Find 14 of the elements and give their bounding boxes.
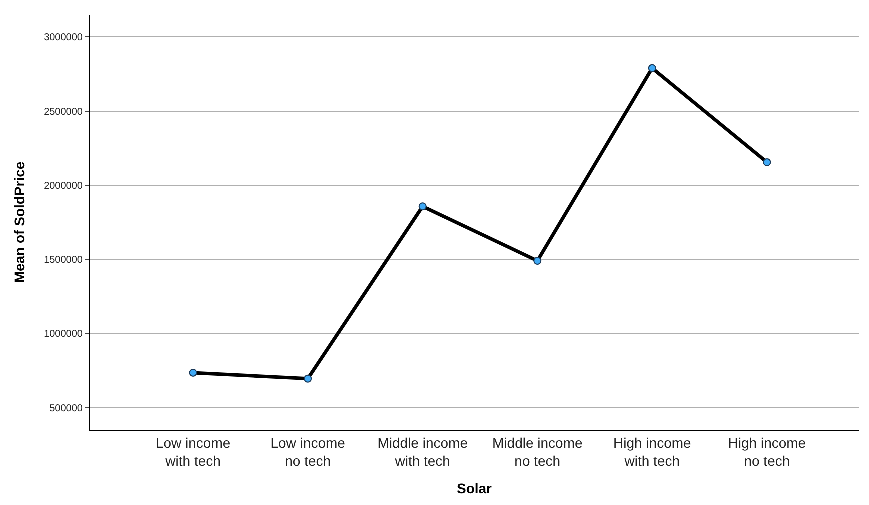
y-tick-label: 500000 <box>50 403 84 414</box>
y-tick-label: 1500000 <box>44 255 84 266</box>
x-tick-label: High income no tech <box>728 434 806 469</box>
y-tick-label: 2000000 <box>44 180 84 192</box>
y-tick-label: 2500000 <box>44 106 84 118</box>
x-tick-label: Low income with tech <box>156 434 231 469</box>
y-tick-label: 1000000 <box>44 329 84 340</box>
x-tick-label: Middle income no tech <box>492 434 583 469</box>
x-tick-label: High income with tech <box>613 434 692 469</box>
y-axis-title: Mean of SoldPrice <box>12 162 28 284</box>
x-axis-title: Solar <box>456 480 493 496</box>
x-tick-label: Low income no tech <box>270 434 346 469</box>
y-tick-label: 3000000 <box>44 32 84 44</box>
x-tick-label: Middle income with tech <box>378 434 468 469</box>
